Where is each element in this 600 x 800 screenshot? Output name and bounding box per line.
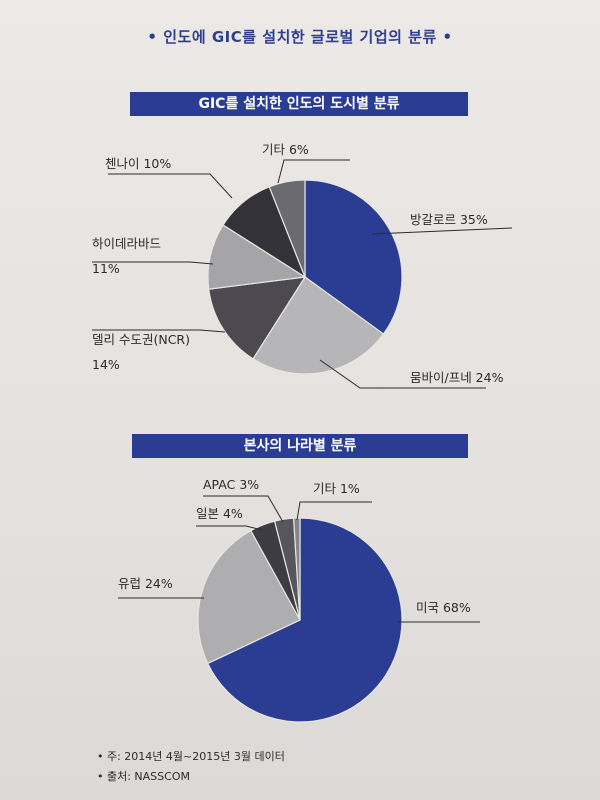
country-label-apac: APAC 3% (203, 477, 259, 492)
city-label-첸나이: 첸나이 10% (105, 156, 171, 171)
country-slice-미국 (206, 517, 403, 723)
city-leader-뭄바이-프네 (319, 359, 486, 389)
chart2-title: 본사의 나라별 분류 (132, 434, 468, 458)
city-label-뭄바이-프네: 뭄바이/프네 24% (410, 370, 504, 385)
city-label-방갈로르: 방갈로르 35% (410, 212, 488, 227)
country-leader-apac (203, 495, 284, 523)
city-slice-뭄바이-프네 (252, 276, 385, 375)
city-slice-기타 (268, 179, 306, 278)
city-label-델리-수도권-ncr-value: 14% (92, 357, 120, 372)
chart1-title: GIC를 설치한 인도의 도시별 분류 (130, 92, 468, 116)
city-leader-델리-수도권-ncr (92, 329, 226, 333)
page-title: • 인도에 GIC를 설치한 글로벌 기업의 분류 • (147, 28, 453, 46)
country-leader-기타 (296, 501, 372, 521)
country-leader-일본 (196, 525, 263, 531)
country-slice-기타 (292, 517, 301, 621)
country-slice-유럽 (197, 529, 301, 665)
country-label-일본: 일본 4% (196, 506, 243, 521)
city-label-델리-수도권-ncr: 델리 수도권(NCR) (92, 332, 190, 347)
city-label-기타: 기타 6% (262, 142, 309, 157)
city-label-하이데라바드-value: 11% (92, 261, 120, 276)
city-leader-첸나이 (108, 173, 233, 199)
city-leader-기타 (277, 159, 350, 184)
country-label-유럽: 유럽 24% (118, 576, 173, 591)
footnote-period: • 주: 2014년 4월~2015년 3월 데이터 (97, 750, 285, 763)
city-slice-델리-수도권-ncr (208, 276, 307, 360)
country-label-미국: 미국 68% (416, 600, 471, 615)
city-leader-방갈로르 (371, 227, 513, 235)
city-leader-하이데라바드 (92, 261, 214, 265)
footnote-source: • 출처: NASSCOM (97, 770, 190, 783)
city-label-하이데라바드: 하이데라바드 (92, 236, 161, 251)
country-label-기타: 기타 1% (313, 481, 360, 496)
city-slice-하이데라바드 (207, 224, 307, 290)
